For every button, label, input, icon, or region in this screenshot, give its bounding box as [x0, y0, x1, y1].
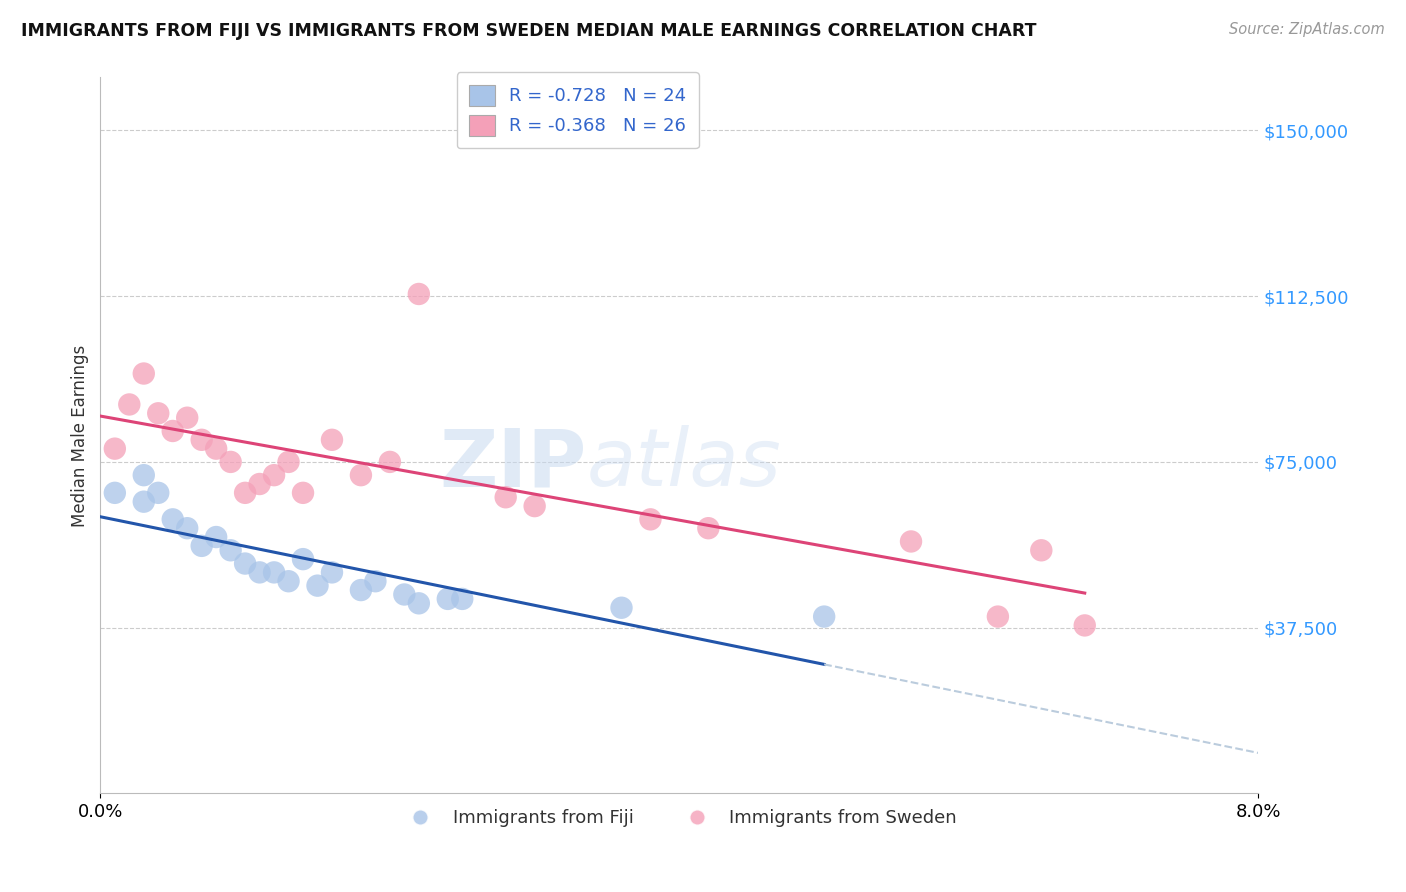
Point: [640, 512, 662, 526]
Point: [233, 486, 256, 500]
Point: [987, 609, 1010, 624]
Point: [610, 600, 633, 615]
Point: [190, 433, 212, 447]
Point: [148, 486, 170, 500]
Point: [162, 512, 184, 526]
Point: [451, 591, 474, 606]
Point: [104, 486, 127, 500]
Point: [307, 579, 329, 593]
Point: [523, 499, 546, 513]
Point: [176, 410, 198, 425]
Text: atlas: atlas: [586, 425, 782, 503]
Point: [408, 596, 430, 610]
Point: [132, 367, 155, 381]
Point: [350, 583, 373, 598]
Point: [132, 468, 155, 483]
Point: [292, 486, 315, 500]
Point: [321, 566, 343, 580]
Legend: Immigrants from Fiji, Immigrants from Sweden: Immigrants from Fiji, Immigrants from Sw…: [395, 802, 965, 834]
Point: [394, 587, 416, 601]
Point: [104, 442, 127, 456]
Point: [1031, 543, 1053, 558]
Point: [350, 468, 373, 483]
Point: [132, 494, 155, 508]
Point: [436, 591, 458, 606]
Point: [813, 609, 835, 624]
Text: Source: ZipAtlas.com: Source: ZipAtlas.com: [1229, 22, 1385, 37]
Point: [190, 539, 212, 553]
Point: [321, 433, 343, 447]
Point: [495, 490, 517, 504]
Point: [378, 455, 401, 469]
Point: [176, 521, 198, 535]
Point: [205, 530, 228, 544]
Point: [277, 455, 299, 469]
Point: [277, 574, 299, 589]
Point: [148, 406, 170, 420]
Point: [697, 521, 720, 535]
Point: [263, 468, 285, 483]
Point: [162, 424, 184, 438]
Point: [292, 552, 315, 566]
Point: [408, 287, 430, 301]
Point: [364, 574, 387, 589]
Point: [249, 566, 271, 580]
Point: [118, 397, 141, 411]
Point: [263, 566, 285, 580]
Point: [1074, 618, 1097, 632]
Point: [205, 442, 228, 456]
Text: ZIP: ZIP: [440, 425, 586, 503]
Point: [219, 455, 242, 469]
Point: [219, 543, 242, 558]
Text: IMMIGRANTS FROM FIJI VS IMMIGRANTS FROM SWEDEN MEDIAN MALE EARNINGS CORRELATION : IMMIGRANTS FROM FIJI VS IMMIGRANTS FROM …: [21, 22, 1036, 40]
Point: [249, 477, 271, 491]
Point: [900, 534, 922, 549]
Point: [233, 557, 256, 571]
Y-axis label: Median Male Earnings: Median Male Earnings: [72, 344, 89, 526]
